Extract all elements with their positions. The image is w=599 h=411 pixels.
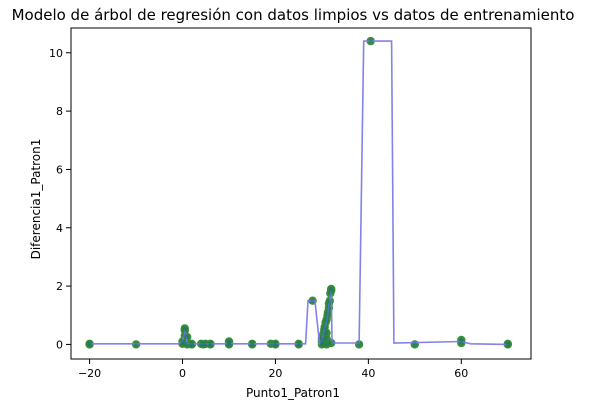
data-point-overlay bbox=[319, 339, 325, 344]
y-tick-label: 4 bbox=[56, 222, 63, 235]
data-point-overlay bbox=[459, 337, 464, 343]
data-point-overlay bbox=[329, 286, 334, 292]
data-point-overlay bbox=[208, 341, 213, 346]
data-point-overlay bbox=[182, 328, 187, 333]
y-tick-label: 6 bbox=[56, 163, 63, 176]
data-point-overlay bbox=[250, 341, 255, 346]
data-point-overlay bbox=[198, 341, 204, 346]
data-point bbox=[327, 284, 336, 294]
data-point-overlay bbox=[325, 310, 331, 315]
data-point bbox=[327, 338, 336, 348]
data-point-overlay bbox=[133, 342, 139, 347]
data-point-overlay bbox=[324, 317, 329, 322]
data-point-overlay bbox=[505, 342, 510, 347]
data-point-overlay bbox=[505, 341, 510, 346]
x-tick-label: −20 bbox=[78, 367, 101, 380]
data-point-overlay bbox=[226, 341, 232, 346]
data-point-overlay bbox=[328, 291, 333, 296]
data-point-overlay bbox=[180, 341, 185, 346]
data-point-overlay bbox=[322, 324, 327, 330]
data-point-overlay bbox=[182, 333, 187, 338]
data-point-overlay bbox=[189, 341, 194, 346]
data-point-overlay bbox=[329, 288, 334, 293]
data-point-overlay bbox=[87, 342, 92, 347]
data-point-overlay bbox=[87, 341, 92, 346]
data-point-overlay bbox=[324, 336, 329, 341]
x-tick-label: 20 bbox=[268, 367, 282, 380]
x-tick-label: 60 bbox=[454, 367, 468, 380]
x-tick-label: 0 bbox=[179, 367, 186, 380]
data-point-overlay bbox=[185, 334, 190, 340]
data-point-overlay bbox=[189, 342, 194, 347]
data-point-overlay bbox=[326, 301, 332, 306]
data-point-overlay bbox=[324, 330, 329, 335]
data-point-overlay bbox=[208, 342, 213, 347]
data-point-overlay bbox=[250, 342, 255, 347]
data-point-overlay bbox=[296, 341, 301, 346]
data-point-overlay bbox=[185, 342, 190, 347]
data-point-overlay bbox=[324, 342, 329, 347]
y-tick-label: 2 bbox=[56, 280, 63, 293]
data-point-overlay bbox=[182, 326, 187, 331]
data-point-overlay bbox=[180, 339, 185, 344]
data-point-overlay bbox=[273, 342, 278, 347]
data-point-overlay bbox=[323, 320, 328, 325]
y-tick-label: 0 bbox=[56, 338, 63, 351]
data-point-overlay bbox=[319, 342, 325, 347]
data-point-overlay bbox=[268, 341, 273, 346]
y-tick-label: 8 bbox=[56, 105, 63, 118]
data-point-overlay bbox=[326, 305, 332, 311]
data-point-overlay bbox=[412, 342, 417, 347]
data-point-overlay bbox=[226, 342, 232, 347]
data-point-overlay bbox=[322, 327, 327, 332]
data-point-overlay bbox=[319, 336, 325, 341]
data-point-overlay bbox=[368, 38, 373, 44]
data-point-overlay bbox=[356, 342, 362, 347]
data-point-overlay bbox=[203, 341, 208, 346]
plot-area: −20 0 20 40 60 0 2 4 6 8 10 bbox=[49, 27, 532, 380]
data-point-overlay bbox=[310, 298, 315, 303]
x-axis-label: Punto1_Patron1 bbox=[246, 386, 340, 400]
data-point-overlay bbox=[296, 342, 301, 347]
data-point-overlay bbox=[273, 341, 278, 346]
data-point-overlay bbox=[226, 340, 232, 346]
data-point-overlay bbox=[201, 342, 206, 347]
data-point-overlay bbox=[325, 313, 330, 318]
data-point-overlay bbox=[459, 340, 464, 346]
y-tick-label: 10 bbox=[49, 47, 63, 60]
chart-title: Modelo de árbol de regresión con datos l… bbox=[12, 6, 575, 24]
data-point-overlay bbox=[327, 298, 332, 303]
axes-frame bbox=[70, 27, 532, 360]
data-point bbox=[224, 340, 234, 349]
regression-line bbox=[89, 40, 508, 347]
data-point-overlay bbox=[226, 339, 232, 344]
data-point-overlay bbox=[329, 340, 334, 346]
data-point-overlay bbox=[321, 332, 326, 337]
x-tick-label: 40 bbox=[361, 367, 375, 380]
y-axis-label: Diferencia1_Patron1 bbox=[29, 139, 43, 260]
